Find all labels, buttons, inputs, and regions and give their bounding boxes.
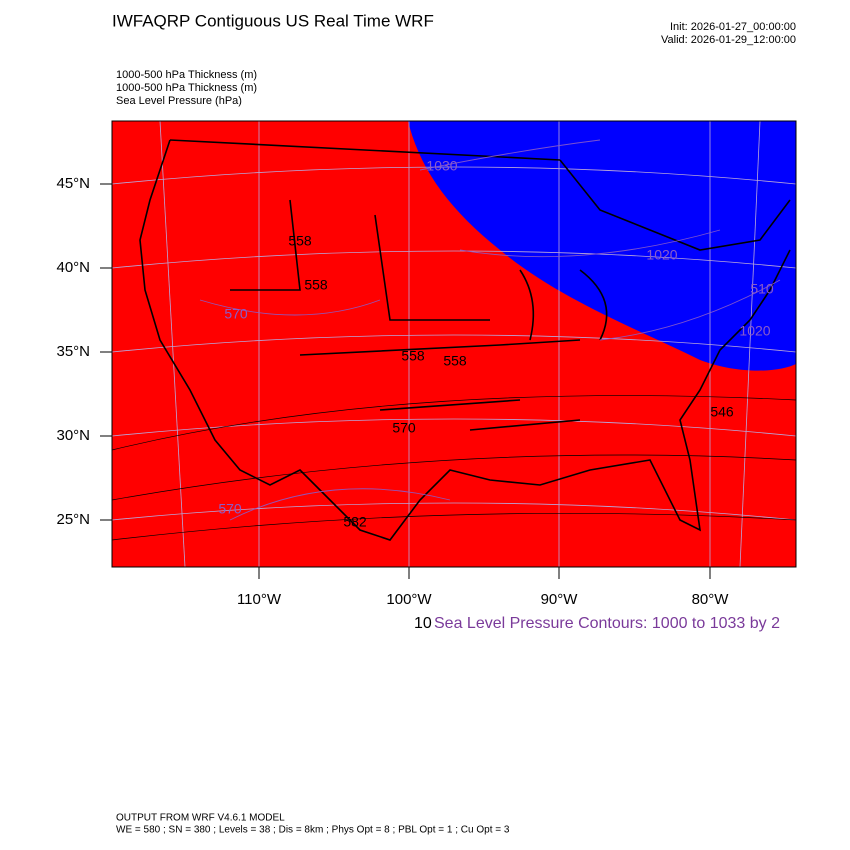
graticule: [111, 120, 797, 568]
init-time: Init: 2026-01-27_00:00:00: [670, 21, 796, 33]
map-panel: 1030 1020 1020 510 558 558 558 570 570 570 558 546 5…: [111, 120, 797, 568]
lat-label: 30°N: [56, 427, 90, 444]
title: IWFAQRP Contiguous US Real Time WRF: [112, 11, 434, 30]
lon-label: 90°W: [541, 591, 579, 608]
contour-label: 546: [710, 404, 734, 420]
thickness-contours: [111, 395, 797, 541]
contour-label: 582: [343, 514, 367, 530]
field-label: 1000-500 hPa Thickness (m): [116, 82, 257, 94]
lat-label: 25°N: [56, 511, 90, 528]
contour-label: 510: [750, 281, 774, 297]
contour-label: 570: [218, 501, 242, 517]
lat-label: 40°N: [56, 259, 90, 276]
axes: 45°N 40°N 35°N 30°N 25°N 110°W 100°W 90°W 80°W: [56, 175, 729, 608]
legend-prefix: 10: [414, 615, 432, 632]
footer-settings: WE = 580 ; SN = 380 ; Levels = 38 ; Dis …: [116, 825, 510, 836]
contour-label: 558: [304, 277, 328, 293]
valid-time: Valid: 2026-01-29_12:00:00: [661, 34, 796, 46]
field-label: Sea Level Pressure (hPa): [116, 95, 242, 107]
lat-label: 45°N: [56, 175, 90, 192]
contour-label: 1030: [426, 158, 457, 174]
contour-label: 570: [224, 306, 248, 322]
contour-label: 1020: [739, 323, 770, 339]
lon-label: 80°W: [692, 591, 730, 608]
contour-labels: 1030 1020 1020 510 558 558 558 570 570 570 558 546 5…: [218, 158, 774, 530]
contour-label: 558: [288, 233, 312, 249]
contour-label: 558: [443, 353, 467, 369]
pressure-contours: [199, 139, 781, 521]
lon-label: 100°W: [386, 591, 432, 608]
contour-label: 570: [392, 420, 416, 436]
coastlines-borders: [139, 139, 791, 541]
footer-model: OUTPUT FROM WRF V4.6.1 MODEL: [116, 813, 285, 824]
legend-text: Sea Level Pressure Contours: 1000 to 103…: [434, 615, 780, 632]
lon-label: 110°W: [237, 591, 282, 608]
field-label: 1000-500 hPa Thickness (m): [116, 69, 257, 81]
contour-label: 1020: [646, 247, 677, 263]
thickness-fill-cold: [408, 121, 796, 371]
map-frame: [111, 120, 797, 568]
lat-label: 35°N: [56, 343, 90, 360]
contour-label: 558: [401, 348, 425, 364]
